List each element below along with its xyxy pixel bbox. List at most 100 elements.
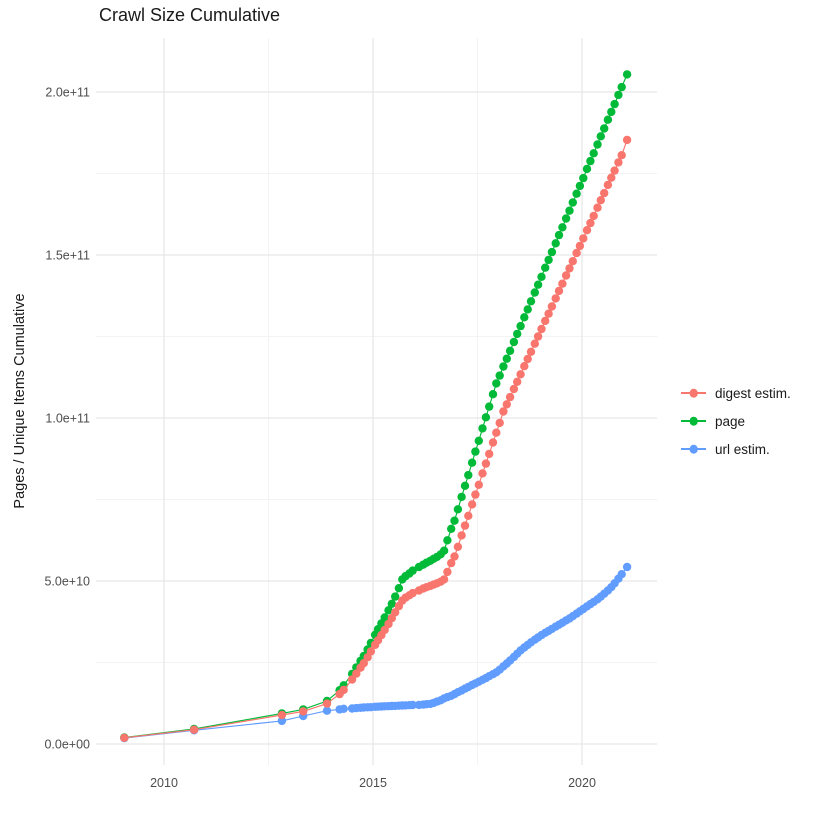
legend-key-icon: [681, 440, 706, 458]
data-point: [561, 271, 571, 280]
data-point: [408, 566, 417, 575]
legend-label: page: [715, 413, 746, 429]
data-point: [610, 99, 619, 109]
legend-label: url estim.: [715, 441, 770, 457]
y-tick-label: 2.0e+11: [45, 86, 90, 100]
data-point: [450, 552, 459, 561]
data-point: [589, 211, 598, 221]
data-point: [439, 546, 449, 555]
data-point: [572, 189, 581, 198]
data-point: [453, 542, 463, 551]
panel-background: [96, 38, 657, 765]
legend-key-icon: [681, 412, 706, 430]
data-point: [526, 297, 536, 306]
data-point: [593, 203, 602, 212]
data-point: [471, 447, 480, 456]
data-point: [513, 329, 522, 339]
data-point: [547, 247, 557, 257]
data-point: [457, 531, 466, 540]
data-point: [607, 173, 616, 182]
data-point: [561, 214, 571, 223]
data-point: [322, 706, 332, 715]
legend-item-url-estim: url estim.: [681, 435, 791, 463]
data-point: [481, 413, 491, 422]
data-point: [596, 132, 605, 141]
data-point: [575, 181, 585, 191]
data-point: [565, 206, 574, 215]
data-point: [474, 480, 483, 489]
x-tick-label: 2010: [150, 776, 178, 790]
data-point: [565, 264, 574, 273]
data-point: [622, 135, 632, 145]
data-point: [568, 257, 577, 266]
data-point: [347, 675, 357, 684]
data-point: [485, 402, 494, 411]
data-point: [505, 392, 515, 402]
data-point: [554, 230, 564, 240]
data-point: [622, 562, 632, 572]
data-point: [120, 733, 129, 742]
data-point: [541, 263, 550, 272]
legend-label: digest estim.: [715, 385, 791, 401]
data-point: [575, 241, 585, 251]
data-point: [582, 164, 592, 174]
data-point: [492, 379, 501, 388]
data-point: [589, 149, 598, 158]
data-point: [513, 377, 522, 386]
data-point: [544, 255, 553, 265]
data-point: [505, 346, 515, 355]
data-point: [600, 124, 609, 133]
data-point: [614, 90, 623, 100]
data-point: [520, 313, 529, 322]
data-point: [189, 725, 199, 734]
data-point: [478, 469, 487, 478]
data-point: [384, 606, 393, 615]
data-point: [277, 716, 287, 726]
data-point: [617, 151, 626, 160]
data-point: [610, 166, 619, 175]
y-tick-label: 1.0e+11: [45, 412, 90, 426]
data-point: [495, 371, 504, 380]
y-tick-label: 1.5e+11: [45, 249, 90, 263]
data-point: [509, 384, 519, 394]
y-tick-label: 5.0e+10: [44, 575, 90, 589]
data-point: [408, 700, 417, 710]
data-point: [460, 521, 470, 530]
data-point: [339, 685, 348, 695]
data-point: [485, 449, 494, 459]
data-point: [492, 428, 501, 437]
data-point: [551, 239, 560, 248]
data-point: [299, 707, 308, 716]
data-point: [502, 400, 511, 409]
data-point: [481, 459, 491, 468]
legend-key-icon: [681, 384, 706, 402]
legend-item-page: page: [681, 407, 791, 435]
data-point: [617, 570, 626, 579]
data-point: [478, 424, 487, 433]
data-point: [614, 158, 623, 167]
data-point: [537, 324, 546, 334]
data-point: [509, 337, 519, 347]
data-point: [502, 354, 511, 363]
axis-tick-labels: 0.0e+00 5.0e+10 1.0e+11 1.5e+11 2.0e+11 2010 2…: [44, 86, 595, 791]
data-point: [600, 188, 609, 198]
data-point: [523, 354, 532, 364]
data-point: [586, 156, 595, 166]
data-point: [551, 294, 560, 303]
data-point: [579, 234, 588, 243]
y-tick-label: 0.0e+00: [44, 738, 90, 752]
data-point: [453, 505, 463, 514]
data-point: [530, 339, 539, 348]
data-point: [471, 490, 480, 499]
data-point: [593, 140, 602, 149]
data-point: [457, 492, 466, 502]
chart-title: Crawl Size Cumulative: [99, 5, 281, 25]
data-point: [541, 316, 550, 326]
data-point: [277, 710, 287, 720]
data-point: [394, 584, 404, 593]
series-digest-estim: [120, 135, 632, 742]
data-point: [572, 248, 581, 258]
data-point: [352, 669, 361, 678]
data-point: [380, 613, 389, 622]
